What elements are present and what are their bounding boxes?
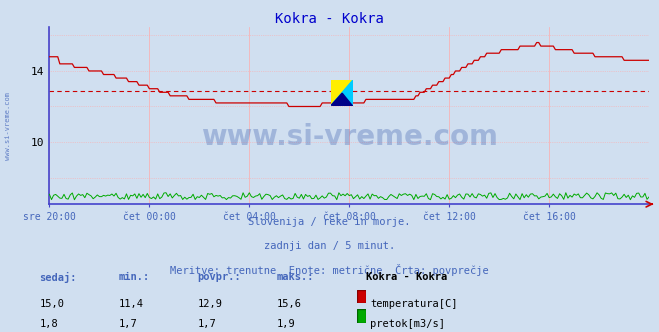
Text: Kokra - Kokra: Kokra - Kokra (366, 272, 447, 282)
Polygon shape (331, 80, 353, 105)
Text: zadnji dan / 5 minut.: zadnji dan / 5 minut. (264, 241, 395, 251)
Text: povpr.:: povpr.: (198, 272, 241, 282)
Text: Meritve: trenutne  Enote: metrične  Črta: povprečje: Meritve: trenutne Enote: metrične Črta: … (170, 264, 489, 276)
Text: 1,8: 1,8 (40, 319, 58, 329)
Text: Kokra - Kokra: Kokra - Kokra (275, 12, 384, 26)
Text: 15,6: 15,6 (277, 299, 302, 309)
Polygon shape (331, 93, 353, 107)
Text: www.si-vreme.com: www.si-vreme.com (5, 92, 11, 160)
Text: 15,0: 15,0 (40, 299, 65, 309)
Text: 1,7: 1,7 (198, 319, 216, 329)
Text: min.:: min.: (119, 272, 150, 282)
Text: pretok[m3/s]: pretok[m3/s] (370, 319, 445, 329)
Text: sedaj:: sedaj: (40, 272, 77, 283)
Text: 1,7: 1,7 (119, 319, 137, 329)
Text: temperatura[C]: temperatura[C] (370, 299, 458, 309)
Text: maks.:: maks.: (277, 272, 314, 282)
Text: 12,9: 12,9 (198, 299, 223, 309)
Text: www.si-vreme.com: www.si-vreme.com (201, 123, 498, 151)
Polygon shape (331, 80, 353, 107)
Text: 11,4: 11,4 (119, 299, 144, 309)
Text: 1,9: 1,9 (277, 319, 295, 329)
Text: Slovenija / reke in morje.: Slovenija / reke in morje. (248, 217, 411, 227)
